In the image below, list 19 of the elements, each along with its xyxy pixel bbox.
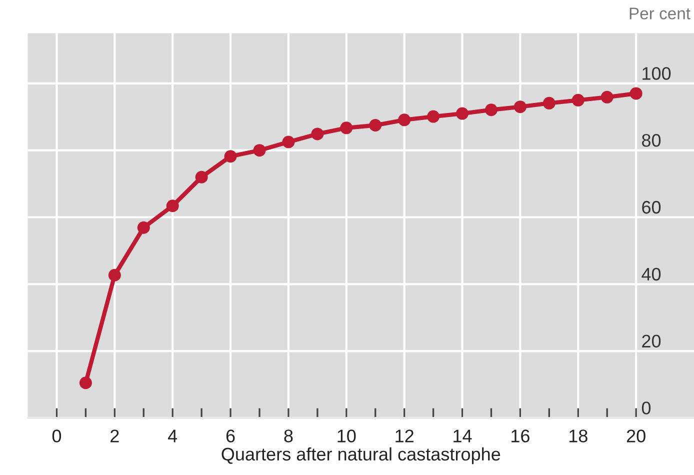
x-tick-label: 10 [338,430,356,442]
x-tick-label: 0 [52,430,62,442]
x-tick-label: 12 [396,430,414,442]
y-tick-label: 100 [642,67,671,80]
x-tick-label: 20 [626,430,646,442]
y-axis-title: Per cent [630,8,690,20]
x-tick-label: 4 [168,430,178,442]
x-axis-title: Quarters after natural castastrophe [222,447,500,464]
y-tick-label: 0 [642,402,651,414]
x-tick-label: 6 [226,430,235,442]
y-tick-label: 60 [642,200,661,214]
y-tick-label: 40 [642,268,661,281]
x-tick-label: 16 [512,430,530,442]
y-tick-label: 20 [642,334,661,348]
x-tick-label: 18 [569,430,588,442]
y-tick-label: 80 [642,134,661,147]
x-tick-label: 8 [284,430,293,442]
x-tick-label: 2 [110,430,119,442]
x-tick-label: 14 [454,430,472,442]
